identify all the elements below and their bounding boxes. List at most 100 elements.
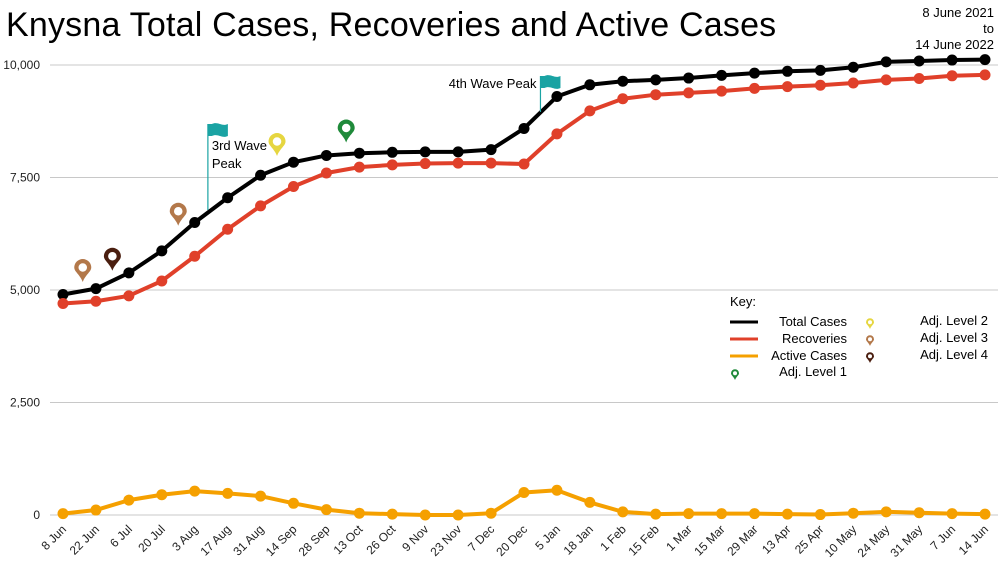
data-point bbox=[946, 508, 958, 520]
annotation-third-wave-line2: Peak bbox=[212, 156, 242, 171]
x-tick-label: 14 Jun bbox=[956, 522, 991, 557]
data-point bbox=[979, 69, 991, 81]
data-point bbox=[320, 167, 332, 179]
data-point bbox=[156, 489, 168, 501]
x-tick-label: 31 Aug bbox=[230, 522, 266, 558]
x-tick-label: 22 Jun bbox=[67, 522, 102, 557]
annotation-third-wave-line1: 3rd Wave bbox=[212, 138, 267, 153]
data-point bbox=[880, 74, 892, 86]
data-point bbox=[123, 290, 135, 302]
data-point bbox=[814, 64, 826, 76]
data-point bbox=[222, 192, 234, 204]
legend-pin-icon-hole bbox=[868, 337, 872, 342]
legend-pin-label: Adj. Level 2 bbox=[920, 313, 988, 328]
data-point bbox=[617, 75, 629, 87]
x-tick-label: 17 Aug bbox=[197, 522, 233, 558]
legend-line-label: Total Cases bbox=[779, 314, 847, 329]
data-point bbox=[518, 122, 530, 134]
data-point bbox=[847, 61, 859, 73]
data-point bbox=[913, 507, 925, 519]
x-tick-label: 3 Aug bbox=[169, 522, 201, 554]
map-pin-icon-hole bbox=[174, 207, 183, 216]
data-point bbox=[452, 157, 464, 169]
data-point bbox=[485, 507, 497, 519]
data-point bbox=[222, 223, 234, 235]
x-tick-label: 7 Jun bbox=[928, 522, 959, 553]
data-point bbox=[189, 250, 201, 262]
data-point bbox=[551, 128, 563, 140]
data-point bbox=[386, 508, 398, 520]
legend-pin-icon-hole bbox=[868, 320, 872, 325]
x-tick-label: 23 Nov bbox=[427, 522, 464, 559]
x-tick-label: 10 May bbox=[822, 522, 860, 560]
x-tick-label: 13 Oct bbox=[331, 522, 366, 557]
x-tick-label: 29 Mar bbox=[724, 522, 760, 558]
data-point bbox=[979, 508, 991, 520]
y-tick-label: 5,000 bbox=[10, 283, 40, 297]
data-point bbox=[913, 55, 925, 67]
data-point bbox=[353, 161, 365, 173]
x-tick-label: 28 Sep bbox=[296, 522, 333, 559]
legend-pin-icon-hole bbox=[733, 371, 737, 376]
data-point bbox=[749, 67, 760, 79]
y-tick-label: 7,500 bbox=[10, 171, 40, 185]
data-point bbox=[683, 87, 695, 99]
map-pin-icon-hole bbox=[108, 252, 117, 261]
data-point bbox=[90, 283, 102, 295]
data-point bbox=[452, 509, 464, 521]
data-point bbox=[156, 245, 168, 257]
data-point bbox=[617, 93, 629, 105]
data-point bbox=[156, 275, 168, 287]
data-point bbox=[288, 181, 299, 192]
data-point bbox=[189, 485, 201, 497]
data-point bbox=[353, 507, 365, 519]
x-tick-label: 18 Jan bbox=[561, 522, 596, 557]
data-point bbox=[749, 508, 760, 520]
data-point bbox=[353, 147, 365, 159]
data-point bbox=[320, 504, 332, 516]
data-point bbox=[123, 494, 135, 506]
data-point bbox=[781, 508, 793, 520]
flag-icon bbox=[207, 123, 228, 137]
legend-pin-label: Adj. Level 3 bbox=[920, 330, 988, 345]
data-point bbox=[485, 157, 497, 169]
x-tick-label: 13 Apr bbox=[759, 522, 793, 556]
data-point bbox=[189, 217, 201, 228]
map-pin-icon-hole bbox=[272, 137, 282, 146]
data-point bbox=[683, 508, 695, 520]
legend-title: Key: bbox=[730, 294, 756, 309]
data-point bbox=[781, 81, 793, 93]
x-tick-label: 15 Mar bbox=[691, 522, 727, 558]
data-point bbox=[57, 508, 69, 520]
x-tick-label: 31 May bbox=[888, 522, 926, 560]
data-point bbox=[320, 149, 332, 161]
legend-pin-label: Adj. Level 1 bbox=[779, 364, 847, 379]
map-pin-icon-hole bbox=[78, 263, 88, 272]
annotation-fourth-wave: 4th Wave Peak bbox=[449, 76, 537, 91]
data-point bbox=[452, 146, 464, 158]
data-point bbox=[57, 298, 69, 309]
date-range-end: 14 June 2022 bbox=[915, 37, 994, 52]
x-tick-label: 15 Feb bbox=[626, 522, 663, 559]
data-point bbox=[386, 146, 398, 158]
data-point bbox=[683, 72, 695, 84]
data-point bbox=[518, 158, 530, 170]
data-point bbox=[288, 156, 299, 168]
data-point bbox=[584, 496, 596, 508]
data-point bbox=[551, 484, 563, 496]
data-point bbox=[650, 508, 662, 520]
x-tick-label: 1 Mar bbox=[663, 522, 695, 554]
data-point bbox=[650, 89, 662, 101]
data-point bbox=[814, 79, 826, 91]
data-point bbox=[847, 507, 859, 519]
data-point bbox=[814, 509, 826, 521]
data-point bbox=[518, 487, 530, 498]
chart-title: Knysna Total Cases, Recoveries and Activ… bbox=[6, 6, 777, 44]
y-tick-label: 2,500 bbox=[10, 396, 40, 410]
data-point bbox=[781, 65, 793, 77]
x-tick-label: 14 Sep bbox=[263, 522, 300, 559]
data-point bbox=[222, 487, 234, 499]
x-tick-label: 20 Jul bbox=[135, 522, 168, 555]
date-range-start: 8 June 2021 bbox=[922, 5, 994, 20]
data-point bbox=[255, 169, 267, 181]
